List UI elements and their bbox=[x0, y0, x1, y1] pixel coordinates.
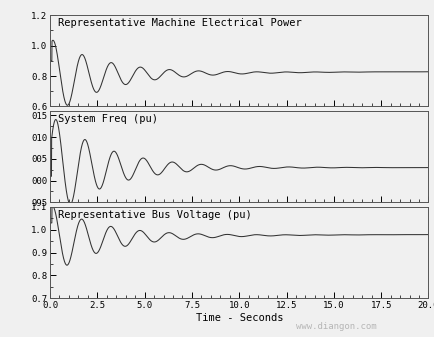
Text: www.diangon.com: www.diangon.com bbox=[295, 321, 375, 331]
Text: Representative Bus Voltage (pu): Representative Bus Voltage (pu) bbox=[57, 210, 251, 220]
Text: Representative Machine Electrical Power: Representative Machine Electrical Power bbox=[57, 18, 301, 28]
Text: System Freq (pu): System Freq (pu) bbox=[57, 114, 157, 124]
X-axis label: Time - Seconds: Time - Seconds bbox=[195, 313, 283, 323]
